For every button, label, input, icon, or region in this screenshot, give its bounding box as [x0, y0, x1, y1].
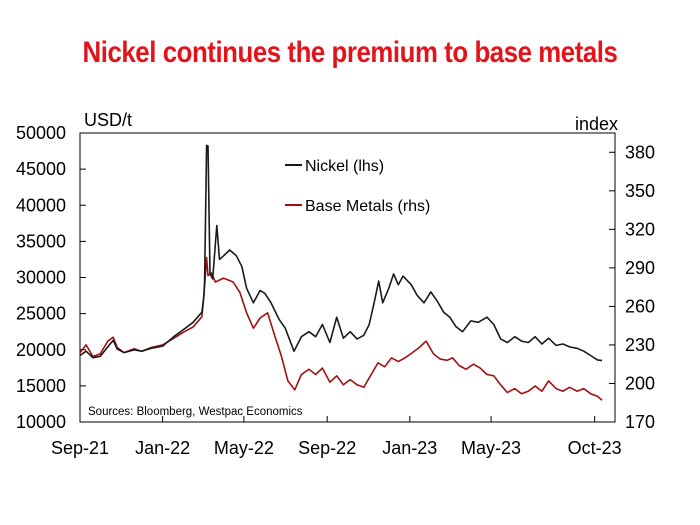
- series-lines: [79, 144, 603, 401]
- legend-label: Nickel (lhs): [305, 158, 384, 175]
- legend: Nickel (lhs) Base Metals (rhs): [285, 158, 430, 215]
- x-tick-label: Sep-22: [298, 438, 356, 458]
- left-tick-label: 20000: [16, 340, 66, 360]
- left-tick-label: 10000: [16, 412, 66, 432]
- left-axis: 10000 15000 20000 25000 30000 35000 40000 45000…: [16, 123, 86, 432]
- x-axis: Sep-21 Jan-22 May-22 Sep-22 Jan-23 May-23 Oct-…: [51, 416, 622, 458]
- left-tick-label: 25000: [16, 304, 66, 324]
- right-tick-label: 290: [625, 258, 655, 278]
- nickel-series-line: [79, 144, 603, 362]
- x-tick-label: Sep-21: [51, 438, 109, 458]
- source-note: Sources: Bloomberg, Westpac Economics: [88, 406, 303, 418]
- legend-label: Base Metals (rhs): [305, 198, 430, 215]
- x-tick-label: Jan-22: [135, 438, 190, 458]
- x-tick-label: May-23: [461, 438, 521, 458]
- left-tick-label: 50000: [16, 123, 66, 143]
- left-axis-unit: USD/t: [84, 110, 132, 130]
- x-tick-label: May-22: [214, 438, 274, 458]
- chart-title: Nickel continues the premium to base met…: [82, 36, 618, 69]
- left-tick-label: 30000: [16, 268, 66, 288]
- right-tick-label: 170: [625, 412, 655, 432]
- right-tick-label: 320: [625, 219, 655, 239]
- left-tick-label: 40000: [16, 195, 66, 215]
- x-tick-label: Oct-23: [568, 438, 622, 458]
- right-axis-unit: index: [575, 114, 618, 134]
- right-axis: 170 200 230 260 290 320 350 380: [609, 142, 655, 432]
- right-tick-label: 350: [625, 181, 655, 201]
- left-tick-label: 15000: [16, 376, 66, 396]
- right-tick-label: 260: [625, 296, 655, 316]
- plot-frame: [79, 132, 616, 423]
- x-tick-label: Jan-23: [382, 438, 437, 458]
- left-tick-label: 45000: [16, 159, 66, 179]
- left-tick-label: 35000: [16, 231, 66, 251]
- right-tick-label: 380: [625, 142, 655, 162]
- right-tick-label: 230: [625, 335, 655, 355]
- right-tick-label: 200: [625, 373, 655, 393]
- base-metals-series-line: [79, 256, 603, 401]
